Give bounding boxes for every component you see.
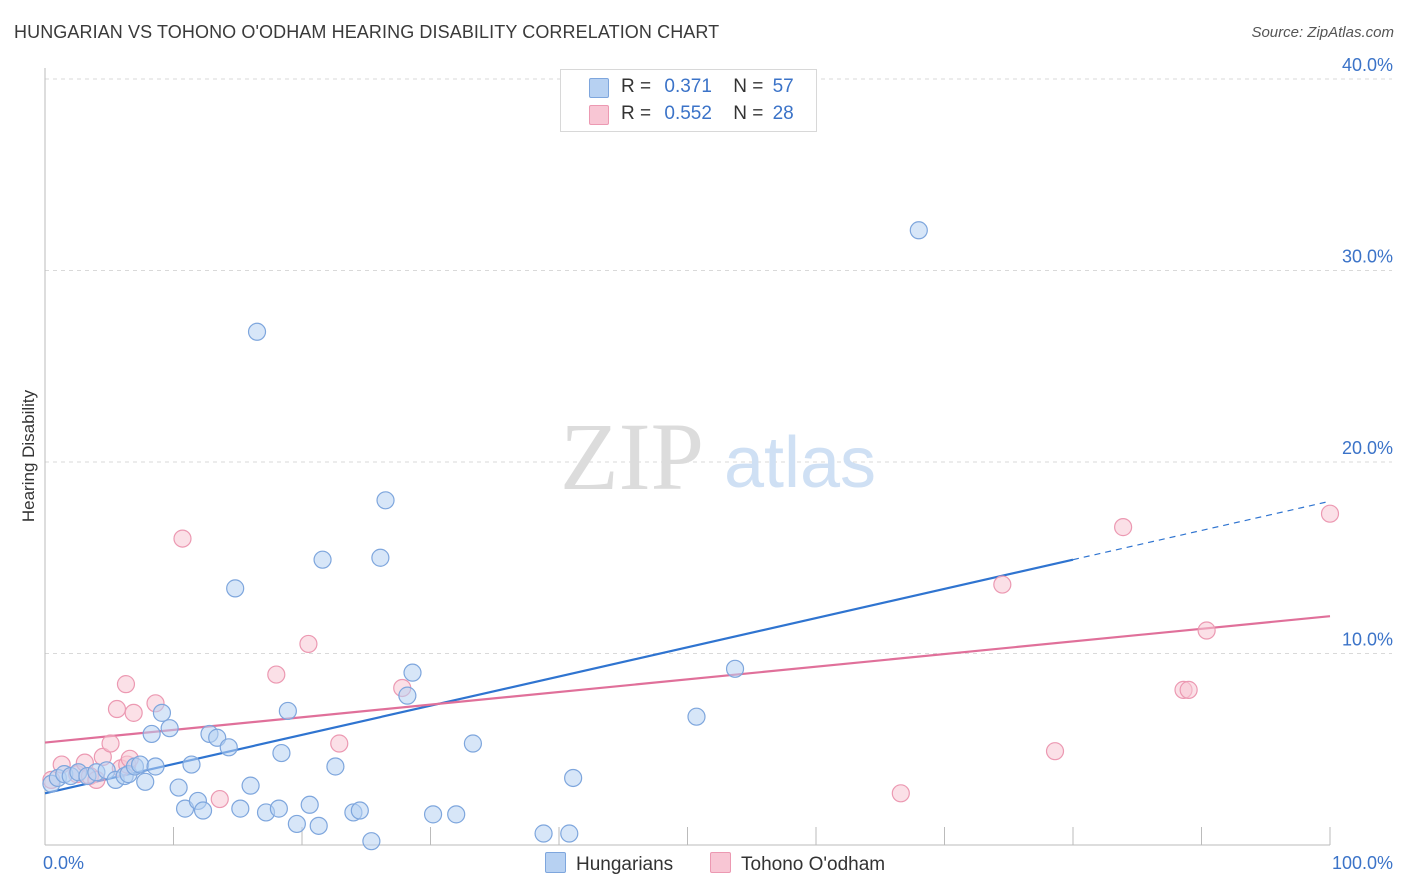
data-point <box>116 675 136 694</box>
data-point <box>403 663 422 682</box>
y-tick-label: 10.0% <box>1342 630 1393 650</box>
x-tick-label: 100.0% <box>1332 853 1393 873</box>
data-point <box>350 801 369 820</box>
x-tick-label: 0.0% <box>43 853 84 873</box>
data-point <box>1179 680 1198 699</box>
data-point <box>309 816 328 835</box>
data-point <box>534 824 553 843</box>
data-point <box>993 575 1012 594</box>
y-tick-label: 30.0% <box>1342 247 1393 267</box>
data-point <box>160 719 179 738</box>
data-point <box>687 707 706 726</box>
trend-line-extension <box>1072 500 1331 561</box>
data-point <box>376 491 395 510</box>
data-point <box>231 799 250 818</box>
trend-layer <box>44 500 1331 795</box>
trend-line <box>44 615 1331 744</box>
legend-r-value: 0.371 <box>664 76 712 97</box>
data-point <box>299 634 318 654</box>
data-point <box>247 322 267 341</box>
data-point <box>463 734 483 753</box>
legend-n-value: 28 <box>772 103 794 124</box>
data-point <box>152 703 172 722</box>
legend-n-label: N = <box>733 76 764 97</box>
data-point <box>272 743 291 763</box>
y-tick-label: 40.0% <box>1342 55 1393 75</box>
legend-swatch-tohono <box>710 852 731 873</box>
data-point <box>278 701 297 721</box>
legend-n-value: 57 <box>772 76 794 97</box>
data-point <box>173 529 192 548</box>
data-point <box>447 805 466 824</box>
data-point <box>1114 518 1133 537</box>
y-axis-label: Hearing Disability <box>19 389 38 522</box>
data-point <box>560 824 579 843</box>
data-point <box>287 814 306 834</box>
data-point <box>269 799 288 818</box>
axis-layer <box>44 68 1331 846</box>
data-point <box>909 221 928 240</box>
data-point <box>219 738 238 757</box>
legend-tohono: Tohono O'odham <box>710 852 885 876</box>
y-tick-label: 20.0% <box>1342 438 1393 458</box>
data-point <box>241 776 260 795</box>
data-point <box>101 734 120 753</box>
source-label: Source: ZipAtlas.com <box>1251 24 1394 41</box>
data-point <box>124 703 143 722</box>
legend-n-label: N = <box>733 103 764 124</box>
data-point <box>725 659 745 678</box>
legend-swatch-pink <box>589 105 609 125</box>
watermark-zip: ZIP <box>560 403 704 510</box>
data-point <box>226 579 245 598</box>
trend-line <box>44 558 1074 795</box>
data-point <box>136 772 155 791</box>
data-point <box>423 805 443 824</box>
stats-legend: R = 0.371 N = 57 R = 0.552 N = 28 <box>560 69 817 132</box>
watermark: ZIP atlas <box>560 403 876 510</box>
data-point <box>398 686 417 705</box>
data-point <box>362 832 381 851</box>
label-layer: 10.0% 20.0% 30.0% 40.0% 0.0% 100.0% <box>43 55 1393 873</box>
legend-hungarians: Hungarians <box>545 852 673 876</box>
data-point <box>107 699 127 719</box>
data-point <box>210 789 229 809</box>
legend-label-tohono: Tohono O'odham <box>741 854 886 875</box>
data-point <box>142 724 161 744</box>
chart-title: HUNGARIAN VS TOHONO O'ODHAM HEARING DISA… <box>14 22 720 42</box>
data-point <box>371 548 390 567</box>
watermark-atlas: atlas <box>724 423 876 503</box>
legend-swatch-hungarians <box>545 852 566 873</box>
data-point <box>146 757 165 776</box>
data-point <box>169 778 188 797</box>
data-point <box>891 784 910 803</box>
data-point <box>1197 621 1216 640</box>
data-point <box>564 768 583 788</box>
data-point <box>300 795 319 814</box>
data-point <box>1320 504 1340 523</box>
data-point <box>193 801 213 820</box>
grid-layer <box>45 78 1392 654</box>
data-point <box>313 550 332 569</box>
legend-r-value: 0.552 <box>664 103 712 124</box>
data-point <box>267 665 286 684</box>
legend-swatch-blue <box>589 78 609 98</box>
data-point <box>130 755 150 774</box>
legend-r-label: R = <box>621 76 652 97</box>
point-layer <box>42 221 1340 851</box>
data-point <box>326 757 345 776</box>
data-point <box>330 734 349 753</box>
legend-label-hungarians: Hungarians <box>576 854 674 875</box>
data-point <box>1045 742 1065 761</box>
data-point <box>182 755 201 774</box>
legend-r-label: R = <box>621 103 652 124</box>
